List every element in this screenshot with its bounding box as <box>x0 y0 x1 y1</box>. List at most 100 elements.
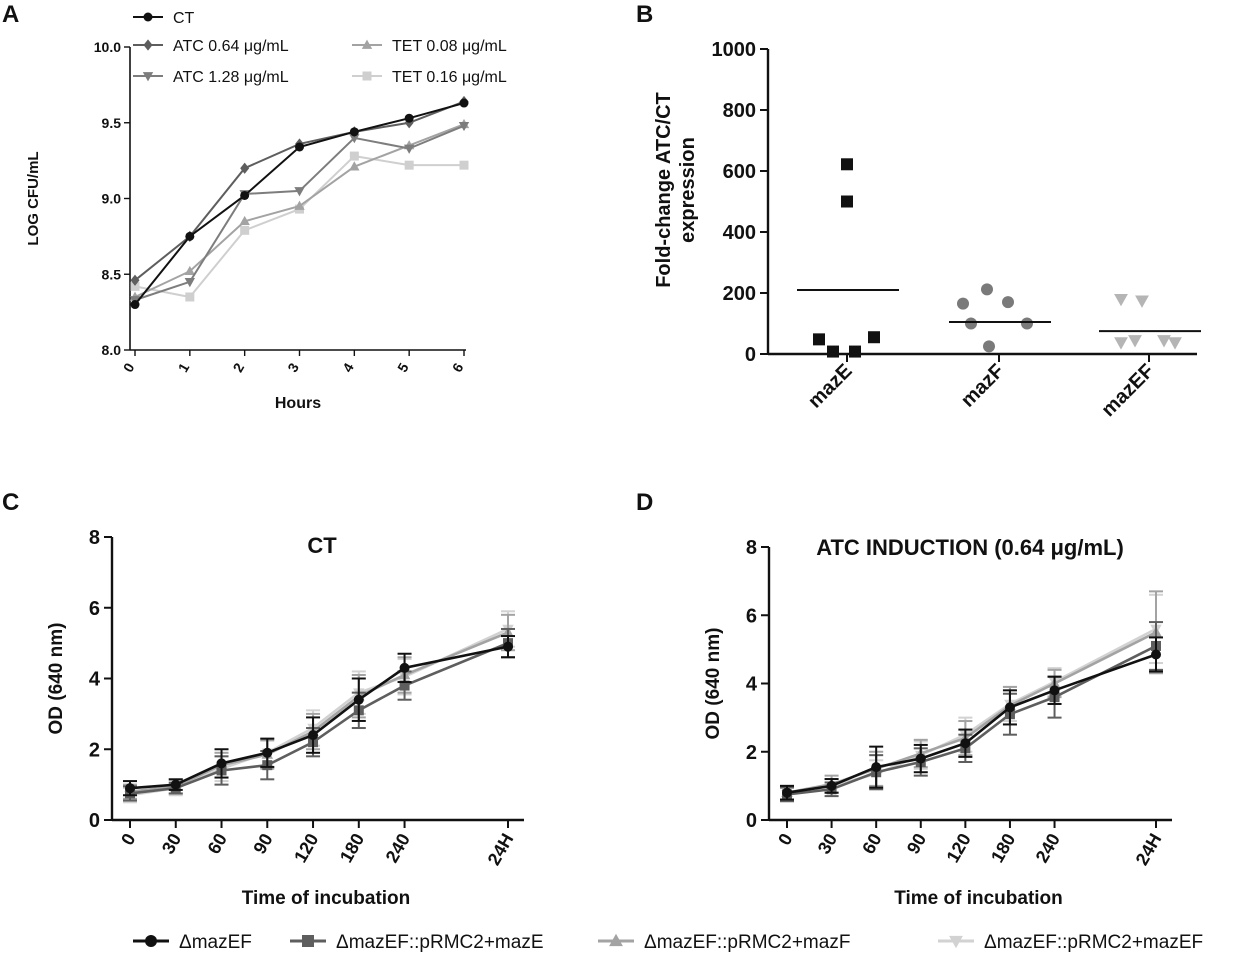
panel-b-point-maze <box>868 331 880 344</box>
panel-d-x-tick-label: 24H <box>1132 830 1166 869</box>
panel-b-point-mazf <box>983 340 995 353</box>
shared-legend-marker <box>949 935 963 949</box>
panel-a-legend-marker <box>143 12 153 22</box>
panel-label-b: B <box>636 1 653 28</box>
panel-c-point-mazef-prmc2-maze <box>399 680 410 691</box>
panel-a-y-tick-label: 9.0 <box>102 191 122 207</box>
panel-c-x-tick-label: 90 <box>249 830 276 857</box>
panel-b-y-tick-label: 800 <box>723 100 756 122</box>
panel-c-point-mazef <box>170 779 181 790</box>
panel-b-y-tick-label: 200 <box>723 283 756 305</box>
panel-c-point-mazef <box>308 730 319 741</box>
shared-legend-label: ΔmazEF <box>179 932 252 953</box>
panel-b-point-mazef <box>1157 335 1171 348</box>
shared-legend-label: ΔmazEF::pRMC2+mazE <box>336 932 544 953</box>
panel-a-point-tet-0-08-g-ml <box>349 161 360 171</box>
panel-a-point-tet-0-16-g-ml <box>404 160 414 170</box>
panel-a-point-atc-1-28-g-ml <box>294 187 305 197</box>
panel-d-point-mazef <box>871 762 882 773</box>
panel-a-legend-label: ATC 0.64 μg/mL <box>173 38 289 55</box>
panel-b-point-mazf <box>1021 317 1033 330</box>
shared-legend-marker <box>145 935 157 947</box>
panel-a-legend-marker <box>362 71 372 81</box>
panel-b-point-mazf <box>965 317 977 330</box>
panel-b-y-axis-title: Fold-change ATC/CT expression <box>653 92 699 288</box>
panel-b-x-tick-label: mazEF <box>1097 360 1158 421</box>
panel-c-series-line-mazef-prmc2-mazf <box>129 631 509 793</box>
panel-b-point-mazef <box>1114 294 1128 307</box>
panel-d-od-atc-chart: 0 2 4 6 8 0 30 60 90 120 180 240 24H Time of incubati… <box>703 535 1172 909</box>
panel-c-x-tick-label: 0 <box>117 830 139 849</box>
panel-a-x-tick-label: 6 <box>449 360 467 375</box>
panel-c-series-line-mazef-prmc2-maze <box>129 641 509 795</box>
panel-d-point-mazef <box>782 787 792 798</box>
panel-b-y-tick-label: 0 <box>745 344 756 366</box>
panel-b-point-maze <box>841 158 853 171</box>
panel-d-series-line-mazef-prmc2-mazef <box>786 627 1157 796</box>
panel-d-x-tick-label: 0 <box>774 830 796 849</box>
panel-a-point-atc-0-64-g-ml <box>130 274 140 286</box>
panel-b-x-tick-label: mazF <box>957 360 1009 412</box>
panel-c-series-line-mazef-prmc2-mazef <box>129 627 509 797</box>
panel-c-point-mazef <box>262 747 273 758</box>
panel-a-growth-chart: 8.0 8.5 9.0 9.5 10.0 0 1 2 3 4 5 6 Hours LOG CFU/mL CT… <box>25 10 507 412</box>
panel-b-point-maze <box>813 333 825 346</box>
panel-a-point-tet-0-16-g-ml <box>185 292 195 302</box>
panel-label-d: D <box>636 489 653 516</box>
panel-a-point-ct <box>459 98 469 108</box>
panel-a-point-tet-0-16-g-ml <box>459 160 469 170</box>
panel-d-point-mazef <box>915 753 926 764</box>
panel-a-point-ct <box>295 142 304 152</box>
panel-b-fold-change-chart: 0 200 400 600 800 1000 mazE mazF mazEF Fold-chang… <box>653 39 1201 421</box>
panel-a-legend-label: CT <box>173 10 195 27</box>
panel-a-x-tick-label: 5 <box>394 360 412 375</box>
panel-c-y-tick-label: 2 <box>89 739 100 761</box>
panel-b-point-mazef <box>1128 335 1142 348</box>
panel-d-y-axis-title: OD (640 nm) <box>703 628 724 740</box>
shared-legend: ΔmazEF ΔmazEF::pRMC2+mazE ΔmazEF::pRMC2+ma… <box>133 932 1203 953</box>
panel-a-point-tet-0-16-g-ml <box>240 225 250 235</box>
panel-a-legend-label: TET 0.08 μg/mL <box>392 38 507 55</box>
panel-c-od-ct-chart: 0 2 4 6 8 0 30 60 90 120 180 240 24H Time of incubati… <box>46 527 524 909</box>
panel-d-y-tick-label: 0 <box>746 810 757 832</box>
panel-a-point-tet-0-16-g-ml <box>349 151 359 161</box>
panel-c-point-mazef <box>353 694 364 705</box>
panel-a-y-axis-title: LOG CFU/mL <box>25 151 42 245</box>
panel-d-x-tick-label: 240 <box>1032 830 1064 866</box>
panel-a-point-atc-1-28-g-ml <box>349 134 360 144</box>
panel-b-point-maze <box>841 195 853 208</box>
panel-c-point-mazef <box>216 758 227 769</box>
panel-a-point-ct <box>130 300 140 310</box>
panel-c-y-axis-title: OD (640 nm) <box>46 623 67 735</box>
panel-d-point-mazef <box>960 738 971 749</box>
panel-a-legend-label: ATC 1.28 μg/mL <box>173 69 289 86</box>
panel-a-point-atc-1-28-g-ml <box>403 144 415 154</box>
panel-d-x-tick-label: 120 <box>942 830 974 866</box>
panel-d-y-tick-label: 6 <box>746 605 757 627</box>
shared-legend-label: ΔmazEF::pRMC2+mazF <box>644 932 850 953</box>
panel-a-y-tick-label: 8.0 <box>102 342 122 358</box>
panel-c-x-axis-title: Time of incubation <box>242 888 411 909</box>
panel-b-point-mazf <box>1002 296 1014 309</box>
panel-a-point-tet-0-08-g-ml <box>239 215 250 226</box>
shared-legend-marker <box>609 933 623 947</box>
panel-a-point-atc-1-28-g-ml <box>184 278 196 288</box>
panel-d-y-tick-label: 8 <box>746 537 757 559</box>
panel-d-point-mazef <box>826 780 837 791</box>
panel-a-x-tick-label: 1 <box>175 360 193 375</box>
shared-legend-label: ΔmazEF::pRMC2+mazEF <box>984 932 1203 953</box>
panel-c-x-tick-label: 24H <box>484 830 518 869</box>
panel-d-series-line-mazef <box>786 653 1157 794</box>
panel-c-x-tick-label: 60 <box>204 830 231 857</box>
panel-c-point-mazef <box>399 662 410 673</box>
panel-a-legend-label: TET 0.16 μg/mL <box>392 69 507 86</box>
panel-c-y-tick-label: 8 <box>89 527 100 549</box>
panel-d-title: ATC INDUCTION (0.64 μg/mL) <box>816 535 1124 560</box>
panel-b-point-mazef <box>1168 337 1182 350</box>
panel-b-y-tick-label: 600 <box>723 161 756 183</box>
panel-d-point-mazef <box>1151 649 1161 660</box>
panel-a-point-tet-0-16-g-ml <box>130 281 140 291</box>
panel-b-x-tick-label: mazE <box>804 360 857 413</box>
panel-b-y-tick-label: 1000 <box>712 39 757 61</box>
panel-b-point-mazef <box>1135 295 1149 308</box>
